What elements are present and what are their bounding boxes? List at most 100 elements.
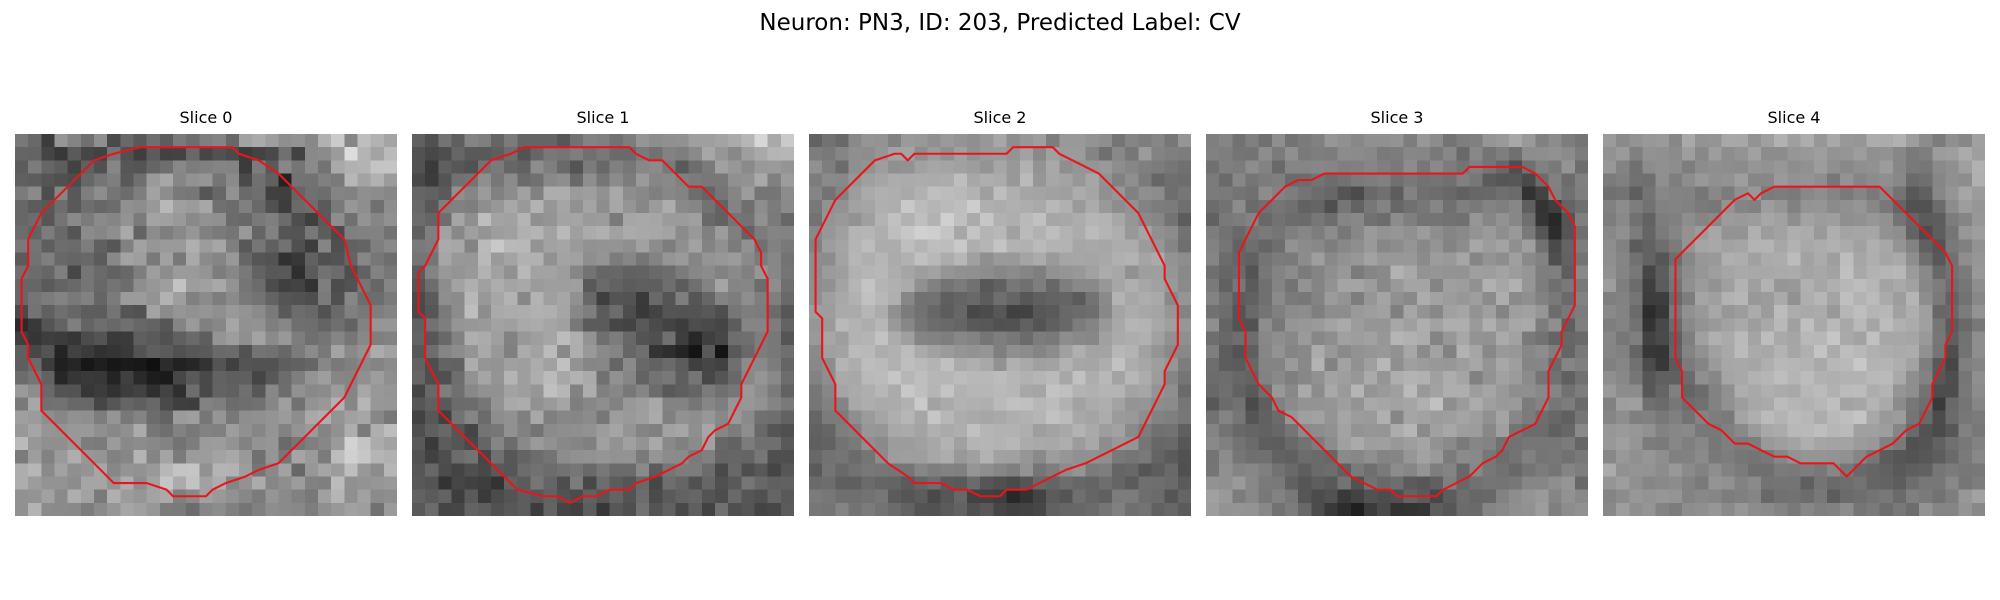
pixel	[1761, 424, 1774, 437]
pixel	[1932, 147, 1945, 160]
pixel	[384, 318, 397, 331]
pixel	[1151, 503, 1164, 516]
pixel	[81, 292, 94, 305]
pixel	[1906, 490, 1919, 503]
pixel	[173, 437, 186, 450]
pixel	[278, 318, 291, 331]
pixel	[173, 411, 186, 424]
pixel	[781, 279, 794, 292]
pixel	[371, 384, 384, 397]
pixel	[15, 345, 28, 358]
pixel	[1509, 358, 1522, 371]
pixel	[1853, 266, 1866, 279]
pixel	[1351, 187, 1364, 200]
pixel	[160, 200, 173, 213]
pixel	[1496, 292, 1509, 305]
pixel	[517, 279, 530, 292]
pixel	[636, 503, 649, 516]
pixel	[55, 345, 68, 358]
pixel	[768, 279, 781, 292]
pixel	[1509, 318, 1522, 331]
pixel	[1178, 503, 1191, 516]
pixel	[357, 266, 370, 279]
pixel	[107, 371, 120, 384]
pixel	[1509, 239, 1522, 252]
pixel	[583, 318, 596, 331]
pixel	[1072, 332, 1085, 345]
pixel	[1364, 174, 1377, 187]
pixel	[1603, 305, 1616, 318]
pixel	[1562, 450, 1575, 463]
pixel	[1007, 397, 1020, 410]
pixel	[531, 476, 544, 489]
pixel	[517, 318, 530, 331]
pixel	[1351, 411, 1364, 424]
pixel	[173, 187, 186, 200]
pixel	[1456, 371, 1469, 384]
pixel	[1893, 437, 1906, 450]
pixel	[81, 147, 94, 160]
pixel	[1020, 318, 1033, 331]
pixel	[822, 253, 835, 266]
pixel	[371, 134, 384, 147]
pixel	[1430, 318, 1443, 331]
pixel	[1259, 450, 1272, 463]
pixel	[1643, 187, 1656, 200]
pixel	[239, 503, 252, 516]
pixel	[531, 411, 544, 424]
pixel	[134, 397, 147, 410]
pixel	[1125, 463, 1138, 476]
pixel	[1259, 187, 1272, 200]
pixel	[15, 226, 28, 239]
pixel	[120, 253, 133, 266]
pixel	[675, 253, 688, 266]
pixel	[888, 134, 901, 147]
pixel	[1853, 279, 1866, 292]
pixel	[438, 371, 451, 384]
pixel	[1033, 239, 1046, 252]
pixel	[1708, 266, 1721, 279]
pixel	[875, 503, 888, 516]
pixel	[331, 384, 344, 397]
pixel	[318, 318, 331, 331]
pixel	[1417, 279, 1430, 292]
pixel	[1695, 305, 1708, 318]
pixel	[1774, 463, 1787, 476]
pixel	[715, 253, 728, 266]
pixel	[1880, 411, 1893, 424]
pixel	[107, 332, 120, 345]
pixel	[1311, 266, 1324, 279]
pixel	[491, 411, 504, 424]
pixel	[1059, 226, 1072, 239]
pixel	[1165, 305, 1178, 318]
pixel	[941, 305, 954, 318]
pixel	[278, 345, 291, 358]
pixel	[504, 239, 517, 252]
pixel	[478, 371, 491, 384]
pixel	[1575, 253, 1588, 266]
pixel	[741, 292, 754, 305]
pixel	[1325, 503, 1338, 516]
pixel	[689, 174, 702, 187]
pixel	[1972, 279, 1985, 292]
pixel	[1125, 253, 1138, 266]
pixel	[1206, 358, 1219, 371]
pixel	[1138, 174, 1151, 187]
pixel	[1535, 450, 1548, 463]
pixel	[1377, 371, 1390, 384]
pixel	[1548, 279, 1561, 292]
pixel	[213, 292, 226, 305]
pixel	[531, 239, 544, 252]
pixel	[1548, 411, 1561, 424]
pixel	[292, 200, 305, 213]
pixel	[1072, 292, 1085, 305]
pixel	[1219, 476, 1232, 489]
pixel	[954, 345, 967, 358]
pixel	[1906, 332, 1919, 345]
pixel	[1059, 490, 1072, 503]
pixel	[1033, 292, 1046, 305]
pixel	[318, 424, 331, 437]
pixel	[81, 226, 94, 239]
pixel	[1364, 160, 1377, 173]
pixel	[465, 200, 478, 213]
